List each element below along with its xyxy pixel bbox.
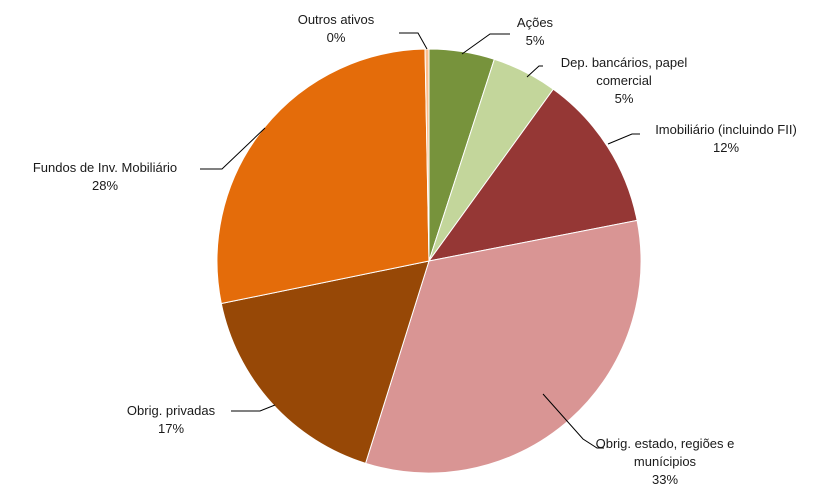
pie-slice-3	[364, 219, 642, 474]
slice-value-label-3: 33%	[652, 472, 678, 487]
slice-category-label-5: Fundos de Inv. Mobiliário	[33, 160, 177, 175]
slice-value-label-2: 12%	[713, 140, 739, 155]
slice-value-label-4: 17%	[158, 421, 184, 436]
slice-category-label-1: comercial	[596, 73, 652, 88]
slice-value-label-5: 28%	[92, 178, 118, 193]
slice-category-label-3: Obrig. estado, regiões e	[596, 436, 735, 451]
slice-category-label-2: Imobiliário (incluindo FII)	[655, 122, 797, 137]
slice-value-label-0: 5%	[526, 33, 545, 48]
slice-category-label-6: Outros ativos	[298, 12, 375, 27]
slice-value-label-6: 0%	[327, 30, 346, 45]
leader-line-2	[607, 133, 640, 145]
leader-line-4	[231, 404, 276, 412]
slice-value-label-1: 5%	[615, 91, 634, 106]
leader-line-5	[200, 127, 266, 170]
slice-labels: Ações 5% Dep. bancários, papel comercial 5% I…	[33, 12, 797, 487]
leader-line-1	[526, 65, 543, 78]
slice-category-label-1: Dep. bancários, papel	[561, 55, 688, 70]
pie-slices	[216, 48, 642, 474]
leader-line-0	[461, 33, 510, 55]
pie-slice-5	[216, 48, 430, 305]
leader-line-3	[542, 393, 604, 449]
pie-slice-4	[220, 260, 430, 464]
slice-category-label-3: munícipios	[634, 454, 697, 469]
pie-slice-2	[427, 88, 638, 262]
pie-slice-6	[424, 48, 430, 262]
slice-category-label-0: Ações	[517, 15, 554, 30]
slice-category-label-4: Obrig. privadas	[127, 403, 216, 418]
leader-line-6	[399, 32, 428, 50]
leader-lines	[200, 32, 640, 449]
